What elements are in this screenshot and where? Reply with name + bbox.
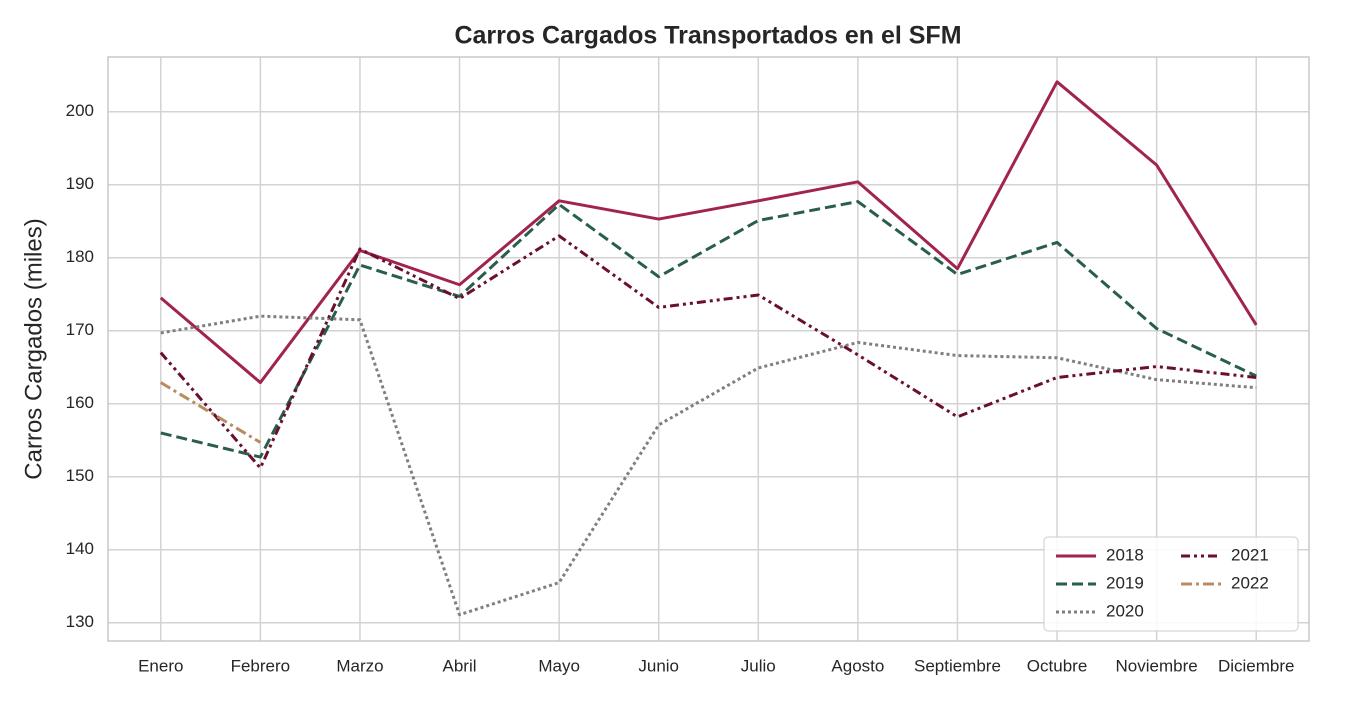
series-line [159, 234, 1257, 470]
legend-box [1043, 536, 1299, 632]
y-tick-label: 140 [66, 539, 94, 558]
y-tick-label: 180 [66, 247, 94, 266]
series-line [159, 80, 1258, 385]
y-tick-label: 130 [66, 612, 94, 631]
x-tick-label: Octubre [1027, 656, 1087, 675]
y-tick-label: 190 [66, 174, 94, 193]
x-tick-label: Agosto [831, 656, 884, 675]
legend-label: 2022 [1231, 573, 1269, 592]
y-tick-label: 200 [66, 101, 94, 120]
x-tick-label: Septiembre [914, 656, 1001, 675]
x-tick-label: Marzo [336, 656, 383, 675]
chart-title: Carros Cargados Transportados en el SFM [454, 22, 961, 50]
x-tick-label: Julio [741, 656, 776, 675]
legend-label: 2020 [1106, 601, 1144, 620]
series-line [160, 200, 1257, 459]
x-tick-label: Noviembre [1116, 656, 1198, 675]
x-tick-label: Febrero [231, 656, 291, 675]
y-tick-label: 150 [66, 466, 94, 485]
series-line [160, 381, 262, 444]
y-tick-label: 160 [66, 393, 94, 412]
plot-border [107, 56, 1310, 642]
legend-label: 2019 [1106, 573, 1144, 592]
y-axis-label: Carros Cargados (miles) [20, 218, 47, 479]
x-tick-label: Junio [638, 656, 679, 675]
y-tick-label: 170 [66, 320, 94, 339]
x-tick-label: Diciembre [1218, 656, 1295, 675]
series-line [160, 314, 1257, 617]
x-tick-label: Abril [443, 656, 477, 675]
legend-label: 2021 [1231, 545, 1269, 564]
x-tick-label: Mayo [538, 656, 580, 675]
legend-label: 2018 [1106, 545, 1144, 564]
x-tick-label: Enero [138, 656, 183, 675]
